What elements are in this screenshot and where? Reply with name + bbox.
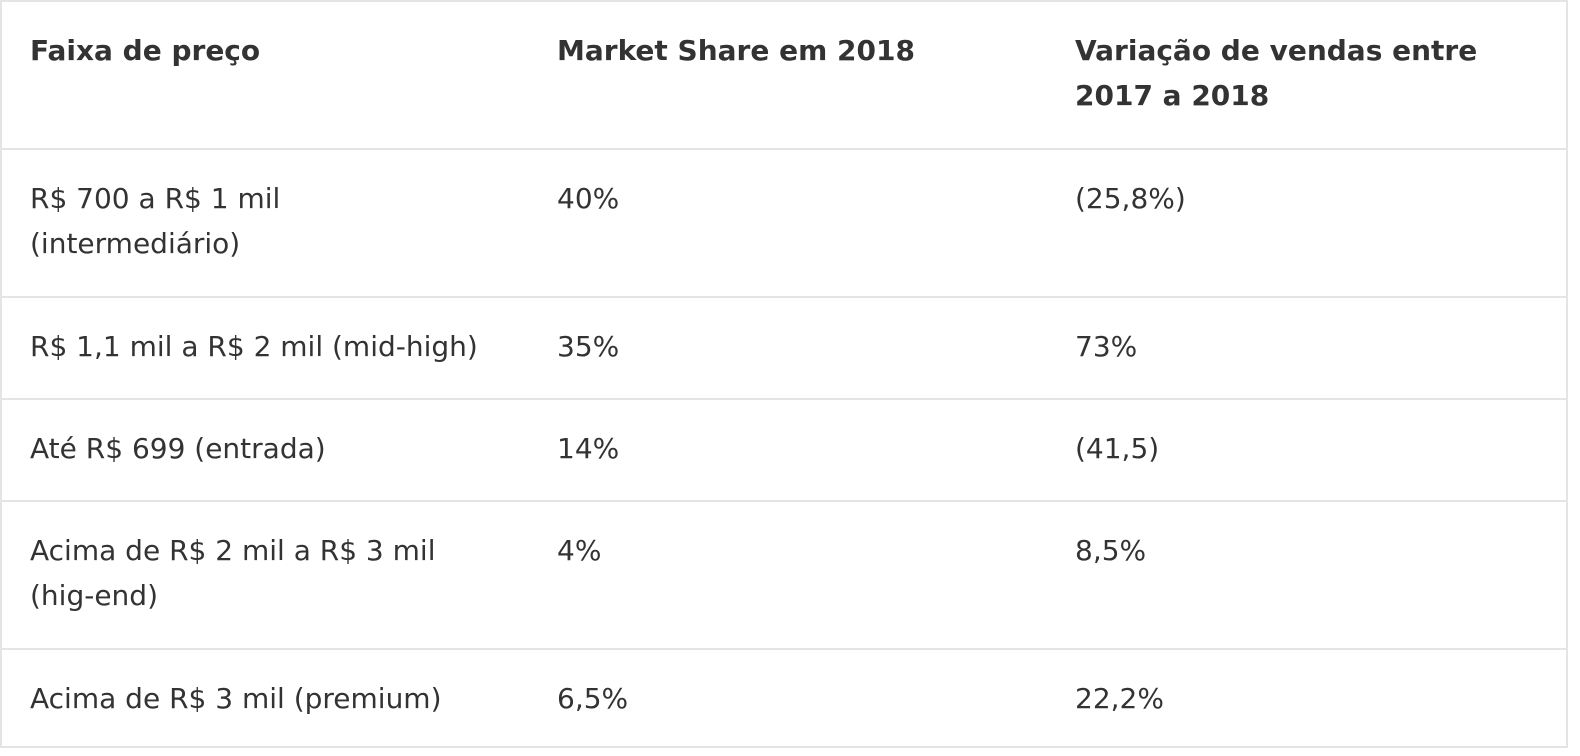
table-header-row: Faixa de preço Market Share em 2018 Vari… xyxy=(2,28,1566,128)
cell-sales-variation: 8,5% xyxy=(1075,534,1147,567)
table-row: R$ 700 a R$ 1 mil (intermediário) 40% (2… xyxy=(2,176,1566,276)
cell-market-share: 14% xyxy=(557,432,620,465)
table-row: Acima de R$ 2 mil a R$ 3 mil (hig-end) 4… xyxy=(2,528,1566,628)
row-divider xyxy=(2,296,1566,298)
cell-market-share: 35% xyxy=(557,330,620,363)
cell-price-range: Acima de R$ 2 mil a R$ 3 mil (hig-end) xyxy=(30,534,436,612)
cell-sales-variation: (25,8%) xyxy=(1075,182,1186,215)
cell-price-range: Acima de R$ 3 mil (premium) xyxy=(30,682,442,715)
table-row: R$ 1,1 mil a R$ 2 mil (mid-high) 35% 73% xyxy=(2,324,1566,384)
row-divider xyxy=(2,648,1566,650)
cell-market-share: 40% xyxy=(557,182,620,215)
row-divider xyxy=(2,148,1566,150)
cell-price-range: Até R$ 699 (entrada) xyxy=(30,432,326,465)
header-cell-price-range: Faixa de preço xyxy=(30,34,261,67)
cell-sales-variation: 22,2% xyxy=(1075,682,1164,715)
table-row: Acima de R$ 3 mil (premium) 6,5% 22,2% xyxy=(2,676,1566,736)
header-cell-market-share: Market Share em 2018 xyxy=(557,34,915,67)
cell-market-share: 4% xyxy=(557,534,602,567)
cell-market-share: 6,5% xyxy=(557,682,629,715)
table-row: Até R$ 699 (entrada) 14% (41,5) xyxy=(2,426,1566,486)
cell-price-range: R$ 700 a R$ 1 mil (intermediário) xyxy=(30,182,281,260)
cell-sales-variation: 73% xyxy=(1075,330,1138,363)
row-divider xyxy=(2,500,1566,502)
cell-price-range: R$ 1,1 mil a R$ 2 mil (mid-high) xyxy=(30,330,478,363)
cell-sales-variation: (41,5) xyxy=(1075,432,1160,465)
header-cell-sales-variation: Variação de vendas entre 2017 a 2018 xyxy=(1075,34,1478,112)
row-divider xyxy=(2,398,1566,400)
